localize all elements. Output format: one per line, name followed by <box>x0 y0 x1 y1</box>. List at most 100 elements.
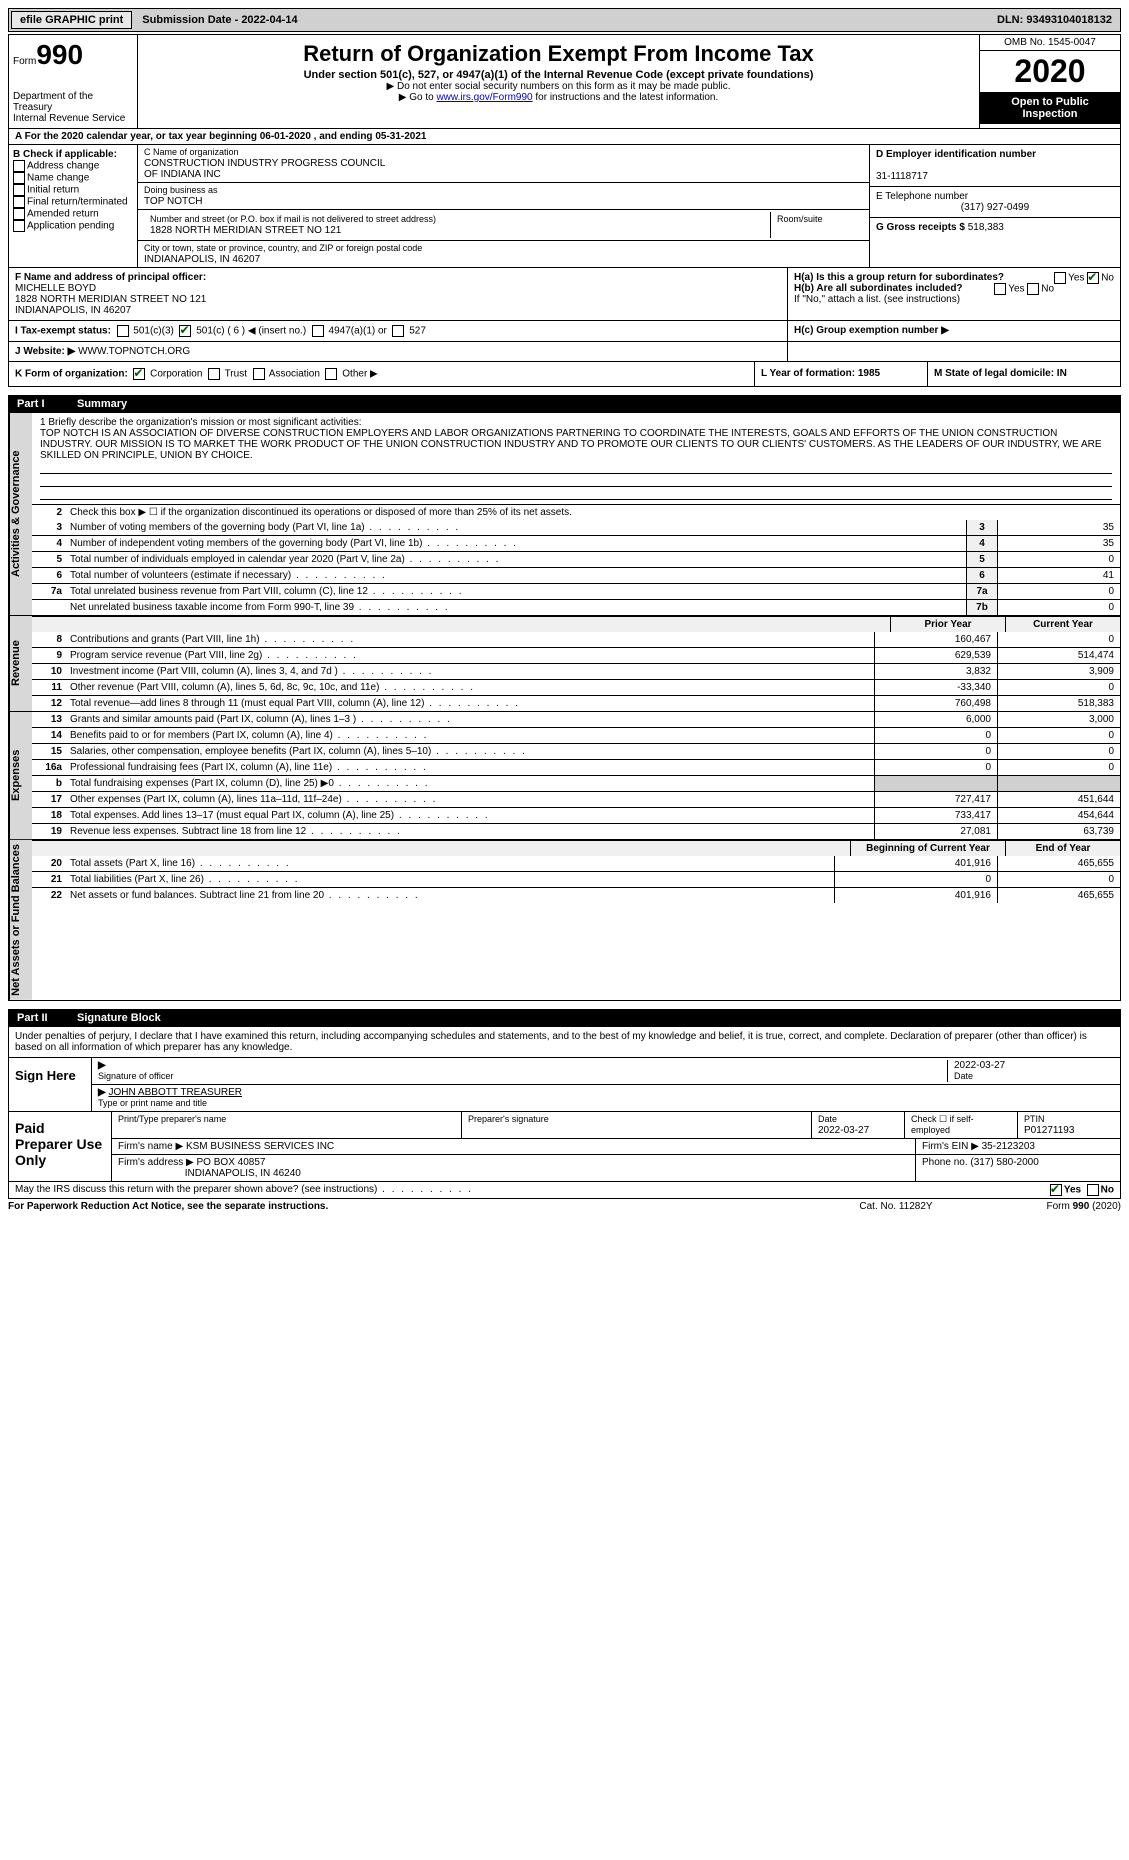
ha-label: H(a) Is this a group return for subordin… <box>794 272 1004 283</box>
prep-sig-hdr: Preparer's signature <box>468 1114 549 1124</box>
part-1-label: Part I <box>17 398 77 410</box>
firm-name: KSM BUSINESS SERVICES INC <box>186 1141 334 1152</box>
exp-line-row: 14Benefits paid to or for members (Part … <box>32 727 1120 743</box>
cb-501c[interactable] <box>179 325 191 337</box>
section-bcd: B Check if applicable: Address change Na… <box>8 145 1121 268</box>
tel-label: E Telephone number <box>876 191 968 202</box>
lbl-final-return: Final return/terminated <box>27 197 128 208</box>
prep-check-hdr: Check ☐ if self-employed <box>911 1114 974 1135</box>
sig-name-label: Type or print name and title <box>98 1098 207 1108</box>
cb-trust[interactable] <box>208 368 220 380</box>
col-b-checkboxes: B Check if applicable: Address change Na… <box>9 145 138 267</box>
sig-intro: Under penalties of perjury, I declare th… <box>9 1027 1120 1057</box>
paid-preparer-label: Paid Preparer Use Only <box>9 1112 111 1181</box>
org-name-2: OF INDIANA INC <box>144 169 221 180</box>
cb-hb-no[interactable] <box>1027 283 1039 295</box>
cb-initial-return[interactable] <box>13 184 25 196</box>
firm-addr2: INDIANAPOLIS, IN 46240 <box>185 1168 301 1179</box>
exp-line-row: 13Grants and similar amounts paid (Part … <box>32 712 1120 727</box>
side-activities-gov: Activities & Governance <box>9 413 32 615</box>
officer-name: MICHELLE BOYD <box>15 283 96 294</box>
lbl-discuss-yes: Yes <box>1064 1184 1081 1195</box>
net-line-row: 20Total assets (Part X, line 16)401,9164… <box>32 856 1120 871</box>
form-subtitle-2b: ▶ Go to www.irs.gov/Form990 for instruct… <box>142 92 975 103</box>
cb-name-change[interactable] <box>13 172 25 184</box>
side-net-assets: Net Assets or Fund Balances <box>9 840 32 1000</box>
org-name-label: C Name of organization <box>144 147 239 157</box>
footer-row: For Paperwork Reduction Act Notice, see … <box>8 1199 1121 1214</box>
firm-phone-lbl: Phone no. <box>922 1157 968 1168</box>
gov-line-row: 5Total number of individuals employed in… <box>32 551 1120 567</box>
prep-name-hdr: Print/Type preparer's name <box>118 1114 226 1124</box>
lbl-4947: 4947(a)(1) or <box>329 326 387 337</box>
tax-status-label: I Tax-exempt status: <box>15 326 111 337</box>
addr-label: Number and street (or P.O. box if mail i… <box>150 214 436 224</box>
website-label: J Website: ▶ <box>15 346 75 357</box>
side-expenses: Expenses <box>9 712 32 839</box>
lbl-501c: 501(c) ( 6 ) ◀ (insert no.) <box>196 326 306 337</box>
rev-line-row: 11Other revenue (Part VIII, column (A), … <box>32 679 1120 695</box>
section-fh: F Name and address of principal officer:… <box>8 268 1121 321</box>
cb-corp[interactable] <box>133 368 145 380</box>
irs-link[interactable]: www.irs.gov/Form990 <box>436 92 532 103</box>
lbl-address-change: Address change <box>27 161 99 172</box>
year-formation: L Year of formation: 1985 <box>761 368 880 379</box>
col-f-officer: F Name and address of principal officer:… <box>9 268 788 320</box>
cb-other[interactable] <box>325 368 337 380</box>
cb-final-return[interactable] <box>13 196 25 208</box>
footer-form: Form 990 (2020) <box>971 1201 1121 1212</box>
cb-assoc[interactable] <box>253 368 265 380</box>
row-a-tax-year: A For the 2020 calendar year, or tax yea… <box>8 129 1121 145</box>
lbl-no-2: No <box>1041 284 1054 295</box>
cb-4947[interactable] <box>312 325 324 337</box>
cb-discuss-no[interactable] <box>1087 1184 1099 1196</box>
sig-officer-label: Signature of officer <box>98 1071 173 1081</box>
open-to-public: Open to Public Inspection <box>980 92 1120 124</box>
cb-527[interactable] <box>392 325 404 337</box>
exp-line-row: 17Other expenses (Part IX, column (A), l… <box>32 791 1120 807</box>
sig-name: JOHN ABBOTT TREASURER <box>108 1087 242 1098</box>
form-label: Form <box>13 56 36 67</box>
lbl-amended-return: Amended return <box>27 209 99 220</box>
rev-line-row: 8Contributions and grants (Part VIII, li… <box>32 632 1120 647</box>
col-d-ein-tel: D Employer identification number 31-1118… <box>869 145 1120 267</box>
cb-ha-yes[interactable] <box>1054 272 1066 284</box>
efile-print-button[interactable]: efile GRAPHIC print <box>11 11 132 29</box>
firm-addr1: PO BOX 40857 <box>197 1157 266 1168</box>
lbl-no: No <box>1101 273 1114 284</box>
cb-501c3[interactable] <box>117 325 129 337</box>
irs-label: Internal Revenue Service <box>13 113 133 124</box>
rev-line-row: 9Program service revenue (Part VIII, lin… <box>32 647 1120 663</box>
form-header: Form990 Department of the Treasury Inter… <box>8 34 1121 129</box>
row-k-form-org: K Form of organization: Corporation Trus… <box>8 362 1121 387</box>
sig-date-label: Date <box>954 1071 973 1081</box>
cb-ha-no[interactable] <box>1087 272 1099 284</box>
cb-address-change[interactable] <box>13 160 25 172</box>
cb-application-pending[interactable] <box>13 220 25 232</box>
mission-text: TOP NOTCH IS AN ASSOCIATION OF DIVERSE C… <box>40 428 1112 461</box>
hdr-beg-year: Beginning of Current Year <box>850 841 1005 856</box>
net-line-row: 21Total liabilities (Part X, line 26)00 <box>32 871 1120 887</box>
sig-date: 2022-03-27 <box>954 1060 1005 1071</box>
tax-year: 2020 <box>980 51 1120 92</box>
submission-date: Submission Date - 2022-04-14 <box>134 12 305 28</box>
form-org-label: K Form of organization: <box>15 369 128 380</box>
lbl-yes-2: Yes <box>1008 284 1024 295</box>
cb-hb-yes[interactable] <box>994 283 1006 295</box>
firm-name-lbl: Firm's name ▶ <box>118 1141 183 1152</box>
mission-block: 1 Briefly describe the organization's mi… <box>32 413 1120 504</box>
lbl-application-pending: Application pending <box>27 221 114 232</box>
discuss-question: May the IRS discuss this return with the… <box>15 1184 473 1196</box>
cb-discuss-yes[interactable] <box>1050 1184 1062 1196</box>
exp-line-row: 15Salaries, other compensation, employee… <box>32 743 1120 759</box>
gov-line-row: 3Number of voting members of the governi… <box>32 520 1120 535</box>
cb-amended-return[interactable] <box>13 208 25 220</box>
goto-post: for instructions and the latest informat… <box>533 92 719 103</box>
part-2-title: Signature Block <box>77 1012 161 1024</box>
footer-cat: Cat. No. 11282Y <box>821 1201 971 1212</box>
col-c-org-info: C Name of organization CONSTRUCTION INDU… <box>138 145 869 267</box>
part-1-title: Summary <box>77 398 127 410</box>
gov-line-row: 6Total number of volunteers (estimate if… <box>32 567 1120 583</box>
lbl-501c3: 501(c)(3) <box>133 326 174 337</box>
exp-line-row: 19Revenue less expenses. Subtract line 1… <box>32 823 1120 839</box>
